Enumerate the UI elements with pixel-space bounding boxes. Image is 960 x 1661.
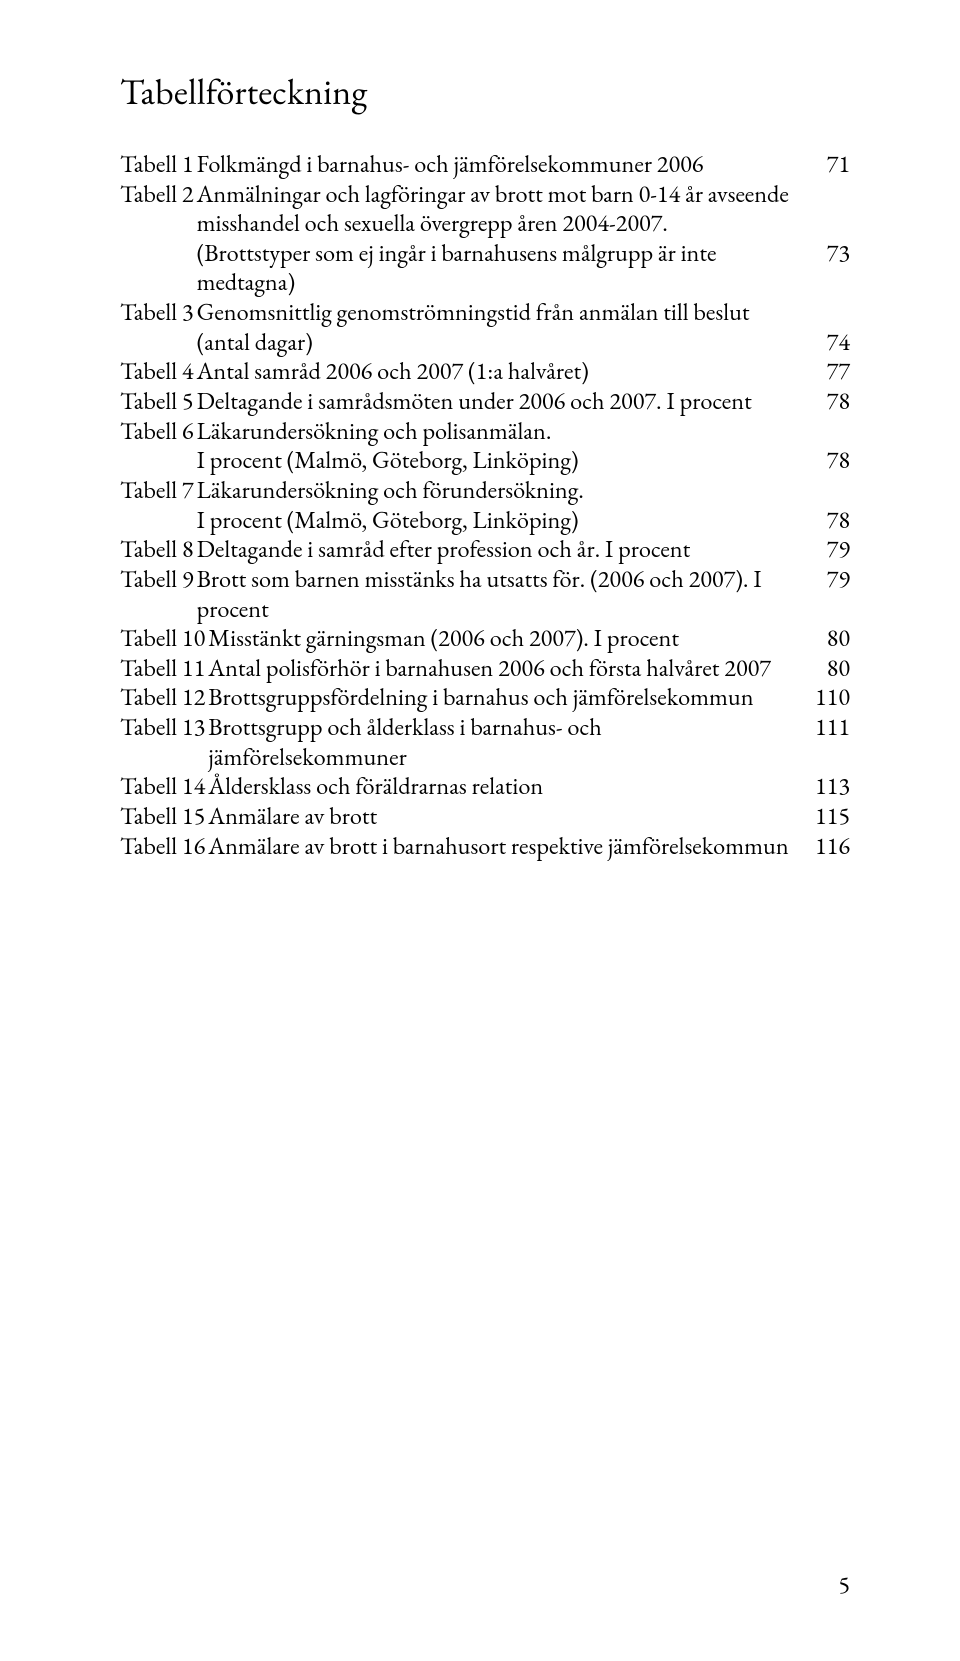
document-page: Tabellförteckning Tabell 1Folkmängd i ba… [0, 0, 960, 1661]
toc-entry-text: Brottsgruppsfördelning i barnahus och jä… [205, 683, 792, 713]
toc-entry-page: 74 [792, 328, 850, 358]
toc-entry-text: I procent (Malmö, Göteborg, Linköping) [194, 506, 792, 536]
toc-entry-page: 110 [792, 683, 850, 713]
toc-entry-page: 77 [792, 357, 850, 387]
footer-page-number: 5 [838, 1571, 850, 1601]
toc-entry-label: Tabell 6 [120, 417, 194, 447]
toc-entry-line: Tabell 3Genomsnittlig genomströmningstid… [120, 298, 850, 328]
toc-entry-label: Tabell 14 [120, 772, 205, 802]
toc-entry-line: Tabell 14Åldersklass och föräldrarnas re… [120, 772, 850, 802]
toc-entry-label: Tabell 7 [120, 476, 194, 506]
toc-entry-text: Antal polisförhör i barnahusen 2006 och … [205, 654, 792, 684]
toc-entry-line: Tabell 11Antal polisförhör i barnahusen … [120, 654, 850, 684]
toc-entry-line: Tabell 9Brott som barnen misstänks ha ut… [120, 565, 850, 624]
toc-entry-page: 78 [792, 446, 850, 476]
toc-entry-line: Tabell 2(Brottstyper som ej ingår i barn… [120, 239, 850, 298]
toc-entry-page [792, 298, 850, 328]
toc-entry-label: Tabell 12 [120, 683, 205, 713]
toc-entry-page: 78 [792, 506, 850, 536]
toc-entry-label: Tabell 4 [120, 357, 194, 387]
toc-entry-label: Tabell 9 [120, 565, 194, 595]
toc-entry-line: Tabell 13Brottsgrupp och ålderklass i ba… [120, 713, 850, 772]
toc-entry-label: Tabell 3 [120, 298, 194, 328]
toc-entry-label: Tabell 11 [120, 654, 205, 684]
toc-entry-page: 115 [792, 802, 850, 832]
toc-entry-line: Tabell 5Deltagande i samrådsmöten under … [120, 387, 850, 417]
toc-entry-line: Tabell 4Antal samråd 2006 och 2007 (1:a … [120, 357, 850, 387]
toc-entry-line: Tabell 2misshandel och sexuella övergrep… [120, 209, 850, 239]
toc-entry-label: Tabell 10 [120, 624, 205, 654]
toc-entry-text: Brott som barnen misstänks ha utsatts fö… [194, 565, 792, 624]
toc-entry-text: Folkmängd i barnahus- och jämförelsekomm… [194, 150, 792, 180]
toc-entry-line: Tabell 7I procent (Malmö, Göteborg, Link… [120, 506, 850, 536]
toc-entry-text: Anmälare av brott [205, 802, 792, 832]
toc-entry-line: Tabell 15Anmälare av brott115 [120, 802, 850, 832]
table-of-contents: Tabell 1Folkmängd i barnahus- och jämför… [120, 150, 850, 861]
page-title: Tabellförteckning [120, 70, 850, 114]
toc-entry-label: Tabell 1 [120, 150, 194, 180]
toc-entry-page: 79 [792, 535, 850, 565]
toc-entry-text: Deltagande i samråd efter profession och… [194, 535, 792, 565]
toc-entry-page: 116 [792, 832, 850, 862]
toc-entry-line: Tabell 6Läkarundersökning och polisanmäl… [120, 417, 850, 447]
toc-entry-page [792, 209, 850, 239]
toc-entry-text: misshandel och sexuella övergrepp åren 2… [194, 209, 792, 239]
toc-entry-text: Genomsnittlig genomströmningstid från an… [194, 298, 792, 328]
toc-entry-text: (antal dagar) [194, 328, 792, 358]
toc-entry-page [792, 417, 850, 447]
toc-entry-line: Tabell 3(antal dagar)74 [120, 328, 850, 358]
toc-entry-page [792, 476, 850, 506]
toc-entry-label: Tabell 16 [120, 832, 205, 862]
toc-entry-line: Tabell 8Deltagande i samråd efter profes… [120, 535, 850, 565]
toc-entry-page: 78 [792, 387, 850, 417]
toc-entry-text: Läkarundersökning och förundersökning. [194, 476, 792, 506]
toc-entry-label: Tabell 5 [120, 387, 194, 417]
toc-entry-page: 80 [792, 624, 850, 654]
toc-entry-text: (Brottstyper som ej ingår i barnahusens … [194, 239, 792, 298]
toc-entry-page: 73 [792, 239, 850, 269]
toc-entry-text: Brottsgrupp och ålderklass i barnahus- o… [205, 713, 792, 772]
toc-entry-line: Tabell 7Läkarundersökning och förundersö… [120, 476, 850, 506]
toc-entry-line: Tabell 12Brottsgruppsfördelning i barnah… [120, 683, 850, 713]
toc-entry-text: Antal samråd 2006 och 2007 (1:a halvåret… [194, 357, 792, 387]
toc-entry-page: 79 [792, 565, 850, 595]
toc-entry-line: Tabell 10Misstänkt gärningsman (2006 och… [120, 624, 850, 654]
toc-entry-text: Anmälningar och lagföringar av brott mot… [194, 180, 792, 210]
toc-entry-label: Tabell 8 [120, 535, 194, 565]
toc-entry-line: Tabell 16Anmälare av brott i barnahusort… [120, 832, 850, 862]
toc-entry-page: 111 [792, 713, 850, 743]
toc-entry-label: Tabell 13 [120, 713, 205, 743]
toc-entry-line: Tabell 1Folkmängd i barnahus- och jämför… [120, 150, 850, 180]
toc-entry-text: Anmälare av brott i barnahusort respekti… [205, 832, 792, 862]
toc-entry-line: Tabell 2Anmälningar och lagföringar av b… [120, 180, 850, 210]
toc-entry-line: Tabell 6I procent (Malmö, Göteborg, Link… [120, 446, 850, 476]
toc-entry-text: Deltagande i samrådsmöten under 2006 och… [194, 387, 792, 417]
toc-entry-page: 113 [792, 772, 850, 802]
toc-entry-text: Läkarundersökning och polisanmälan. [194, 417, 792, 447]
toc-entry-label: Tabell 2 [120, 180, 194, 210]
toc-entry-label: Tabell 15 [120, 802, 205, 832]
toc-entry-page [792, 180, 850, 210]
toc-entry-page: 80 [792, 654, 850, 684]
toc-entry-text: Åldersklass och föräldrarnas relation [205, 772, 792, 802]
toc-entry-text: I procent (Malmö, Göteborg, Linköping) [194, 446, 792, 476]
toc-entry-page: 71 [792, 150, 850, 180]
toc-entry-text: Misstänkt gärningsman (2006 och 2007). I… [205, 624, 792, 654]
